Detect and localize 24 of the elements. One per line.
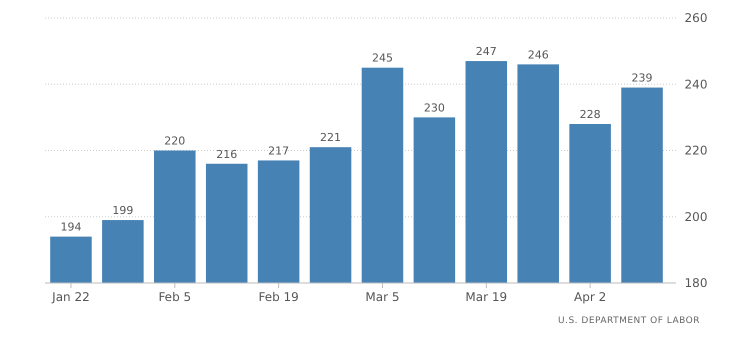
x-tick-label: Apr 2 bbox=[574, 290, 606, 304]
data-label: 216 bbox=[216, 148, 238, 161]
y-tick-label: 200 bbox=[684, 210, 708, 224]
data-label: 230 bbox=[424, 101, 445, 114]
data-label: 217 bbox=[268, 144, 290, 158]
data-label: 246 bbox=[528, 48, 549, 62]
x-tick-label: Feb 19 bbox=[258, 290, 299, 304]
data-label: 247 bbox=[476, 45, 497, 58]
data-label: 245 bbox=[372, 52, 393, 65]
x-tick-label: Feb 5 bbox=[158, 290, 192, 304]
x-tick-label: Mar 5 bbox=[365, 290, 400, 304]
x-tick-label: Jan 22 bbox=[51, 290, 90, 304]
text: U.S. DEPARTMENT OF LABOR bbox=[558, 316, 700, 326]
data-label: 228 bbox=[580, 108, 601, 121]
y-tick-label: 240 bbox=[684, 77, 708, 92]
data-label: 239 bbox=[632, 72, 653, 85]
y-tick-label: 180 bbox=[684, 276, 708, 290]
y-tick-label: 260 bbox=[684, 11, 708, 26]
x-tick-label: Mar 19 bbox=[465, 290, 508, 304]
y-tick-label: 220 bbox=[684, 144, 708, 158]
data-label: 220 bbox=[164, 134, 186, 148]
data-label: 221 bbox=[320, 131, 342, 144]
data-label: 194 bbox=[60, 220, 82, 234]
data-label: 199 bbox=[112, 204, 134, 218]
